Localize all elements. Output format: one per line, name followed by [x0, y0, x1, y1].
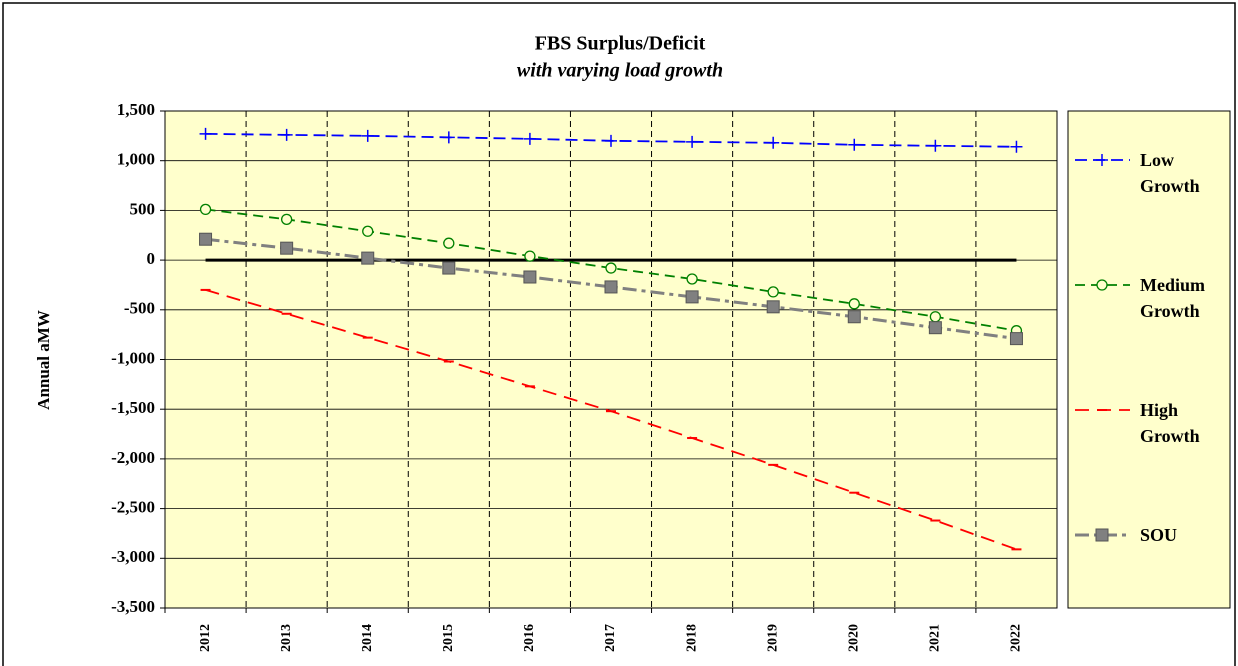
- data-point: [1010, 140, 1023, 153]
- y-tick-label: -3,500: [111, 597, 155, 616]
- x-tick-label: 2019: [765, 624, 780, 652]
- y-tick-label: -3,000: [111, 547, 155, 566]
- y-tick-label: -1,500: [111, 398, 155, 417]
- x-tick-label: 2017: [603, 624, 618, 652]
- legend-marker: [1096, 279, 1108, 291]
- data-point: [767, 286, 779, 298]
- x-tick-label: 2015: [441, 624, 456, 652]
- data-point: [686, 273, 698, 285]
- y-tick-label: 1,500: [117, 100, 155, 119]
- data-point: [280, 128, 293, 141]
- data-point: [362, 225, 374, 237]
- data-point: [443, 237, 455, 249]
- data-point: [767, 136, 780, 149]
- data-point: [523, 270, 537, 284]
- chart-subtitle: with varying load growth: [517, 60, 723, 82]
- legend-label: SOU: [1140, 525, 1178, 545]
- data-point: [766, 300, 780, 314]
- data-point: [928, 321, 942, 335]
- data-point: [848, 138, 861, 151]
- x-tick-label: 2021: [928, 624, 943, 652]
- data-point: [280, 213, 293, 225]
- data-point: [605, 134, 617, 147]
- data-point: [199, 203, 212, 216]
- data-point: [199, 127, 212, 140]
- data-point: [442, 261, 456, 275]
- x-tick-label: 2014: [360, 624, 375, 652]
- y-tick-label: 500: [130, 199, 156, 218]
- data-point: [523, 132, 536, 145]
- legend-label: Low Growth: [1140, 150, 1200, 196]
- data-point: [361, 129, 374, 142]
- data-point: [199, 232, 213, 246]
- data-point: [929, 311, 942, 323]
- series-line: [205, 237, 1017, 341]
- y-tick-label: -2,500: [111, 498, 155, 517]
- legend-label: Medium Growth: [1140, 275, 1205, 321]
- x-tick-label: 2012: [198, 624, 213, 652]
- data-point: [605, 262, 617, 274]
- x-tick-label: 2018: [684, 624, 699, 652]
- y-tick-label: -2,000: [111, 448, 155, 467]
- data-point: [685, 290, 699, 304]
- data-point: [847, 310, 861, 324]
- data-point: [361, 251, 375, 265]
- data-point: [686, 135, 699, 148]
- legend-box: [1067, 110, 1231, 609]
- y-tick-label: -500: [124, 299, 155, 318]
- chart-title: FBS Surplus/Deficit: [535, 33, 706, 55]
- legend-marker: [1096, 154, 1108, 166]
- x-tick-label: 2013: [279, 624, 294, 652]
- x-tick-label: 2020: [846, 624, 861, 652]
- y-tick-label: 0: [147, 249, 156, 268]
- y-tick-label: 1,000: [117, 150, 155, 169]
- legend-marker: [1095, 528, 1109, 542]
- y-axis-label: Annual aMW: [34, 310, 53, 410]
- y-tick-label: -1,000: [111, 348, 155, 367]
- data-point: [1009, 332, 1023, 346]
- legend-label: High Growth: [1140, 400, 1200, 446]
- data-point: [929, 139, 942, 152]
- data-point: [604, 280, 618, 294]
- x-tick-label: 2016: [522, 624, 537, 652]
- data-point: [442, 131, 455, 144]
- x-tick-label: 2022: [1009, 624, 1024, 652]
- data-point: [524, 250, 536, 262]
- data-point: [848, 298, 860, 310]
- data-point: [280, 241, 294, 255]
